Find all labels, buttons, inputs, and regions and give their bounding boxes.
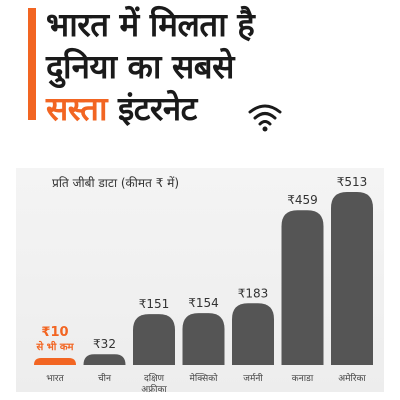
headline: भारत में मिलता है दुनिया का सबसे सस्ता इ… [46,4,396,130]
headline-highlight-word: सस्ता [46,89,108,128]
value-label-4: ₹183 [238,286,269,300]
category-label-4: जर्मनी [243,372,263,384]
bar-0 [34,358,76,365]
chart-title: प्रति जीबी डाटा (कीमत ₹ में) [52,176,180,190]
wifi-icon [248,104,282,132]
category-label-3: मेक्सिको [190,372,219,384]
category-label-1: चीन [98,372,112,384]
headline-line-3: सस्ता इंटरनेट [46,88,396,130]
category-label-2-1: अफ्रीका [141,383,167,395]
bar-6 [331,192,373,365]
bar-3 [182,313,225,365]
value-label-1: ₹32 [93,337,116,351]
headline-line-1: भारत में मिलता है [46,5,255,44]
value-label-6: ₹513 [337,175,368,189]
category-label-0: भारत [46,374,64,384]
bar-1 [83,354,126,365]
value-label-2: ₹151 [139,297,170,311]
bar-4 [232,303,274,365]
category-label-6: अमेरिका [338,372,366,384]
headline-line-3-rest: इंटरनेट [118,89,197,128]
value-sublabel-0: से भी कम [35,340,74,353]
bar-2 [133,314,175,365]
bar-5 [281,210,324,365]
category-label-2-0: दक्षिण [144,372,165,384]
category-label-5: कनाडा [292,374,314,384]
headline-accent-bar [28,8,36,120]
headline-line-2: दुनिया का सबसे [46,47,234,86]
value-label-5: ₹459 [287,193,318,207]
value-label-3: ₹154 [188,296,219,310]
value-label-0: ₹10 [41,325,68,340]
